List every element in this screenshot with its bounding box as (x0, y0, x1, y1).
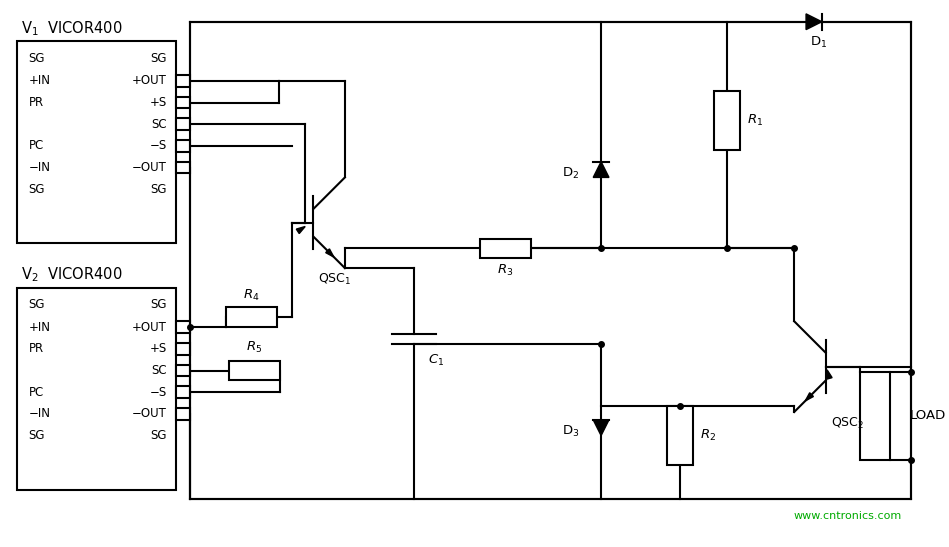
Text: −S: −S (149, 386, 166, 399)
Text: SG: SG (28, 429, 45, 442)
Polygon shape (593, 162, 609, 177)
Polygon shape (806, 14, 822, 30)
Bar (715, 91, 740, 150)
Polygon shape (326, 249, 334, 257)
Text: +IN: +IN (28, 74, 50, 88)
Text: −IN: −IN (28, 408, 50, 421)
Bar (177, 365, 190, 376)
Text: V$_2$  VICOR400: V$_2$ VICOR400 (21, 266, 122, 284)
Text: SC: SC (151, 364, 166, 377)
Text: $R_4$: $R_4$ (243, 288, 260, 303)
Text: LOAD: LOAD (909, 409, 946, 422)
Bar (17, 288, 177, 490)
Bar (17, 42, 177, 243)
Text: $R_1$: $R_1$ (747, 113, 763, 128)
Text: SG: SG (150, 298, 166, 311)
Text: −OUT: −OUT (132, 161, 166, 174)
Text: +OUT: +OUT (132, 74, 166, 88)
Text: PC: PC (28, 386, 44, 399)
Bar (177, 321, 190, 333)
Polygon shape (806, 393, 813, 401)
Text: SG: SG (28, 298, 45, 311)
Text: www.cntronics.com: www.cntronics.com (793, 511, 902, 521)
Text: SC: SC (151, 118, 166, 131)
Bar (190, 22, 911, 499)
Text: +IN: +IN (28, 321, 50, 334)
Text: SG: SG (28, 183, 45, 196)
Bar (177, 162, 190, 173)
Bar (177, 408, 190, 420)
Text: −IN: −IN (28, 161, 50, 174)
Text: $R_2$: $R_2$ (699, 428, 716, 443)
Bar (177, 140, 190, 152)
Text: SG: SG (28, 51, 45, 65)
Bar (480, 238, 531, 258)
Polygon shape (296, 226, 306, 234)
Text: D$_1$: D$_1$ (810, 35, 828, 50)
Text: PR: PR (28, 96, 44, 109)
Text: D$_2$: D$_2$ (562, 166, 580, 181)
Bar (177, 97, 190, 108)
Polygon shape (827, 370, 832, 379)
Bar (229, 360, 280, 380)
Text: PC: PC (28, 139, 44, 153)
Bar (860, 371, 890, 460)
Text: +S: +S (149, 342, 166, 356)
Text: V$_1$  VICOR400: V$_1$ VICOR400 (21, 19, 122, 38)
Text: +S: +S (149, 96, 166, 109)
Text: $R_3$: $R_3$ (497, 263, 513, 277)
Bar (226, 307, 277, 327)
Text: QSC$_2$: QSC$_2$ (830, 416, 864, 432)
Bar (177, 343, 190, 355)
Text: $C_1$: $C_1$ (428, 353, 444, 368)
Text: QSC$_1$: QSC$_1$ (318, 272, 352, 288)
Text: $R_5$: $R_5$ (246, 340, 262, 356)
Bar (177, 75, 190, 87)
Text: PR: PR (28, 342, 44, 356)
Polygon shape (593, 420, 609, 435)
Bar (177, 118, 190, 130)
Text: SG: SG (150, 183, 166, 196)
Bar (177, 386, 190, 398)
Text: −S: −S (149, 139, 166, 153)
Text: SG: SG (150, 429, 166, 442)
Text: D$_3$: D$_3$ (562, 424, 580, 439)
Text: −OUT: −OUT (132, 408, 166, 421)
Text: SG: SG (150, 51, 166, 65)
Bar (667, 406, 693, 465)
Text: +OUT: +OUT (132, 321, 166, 334)
